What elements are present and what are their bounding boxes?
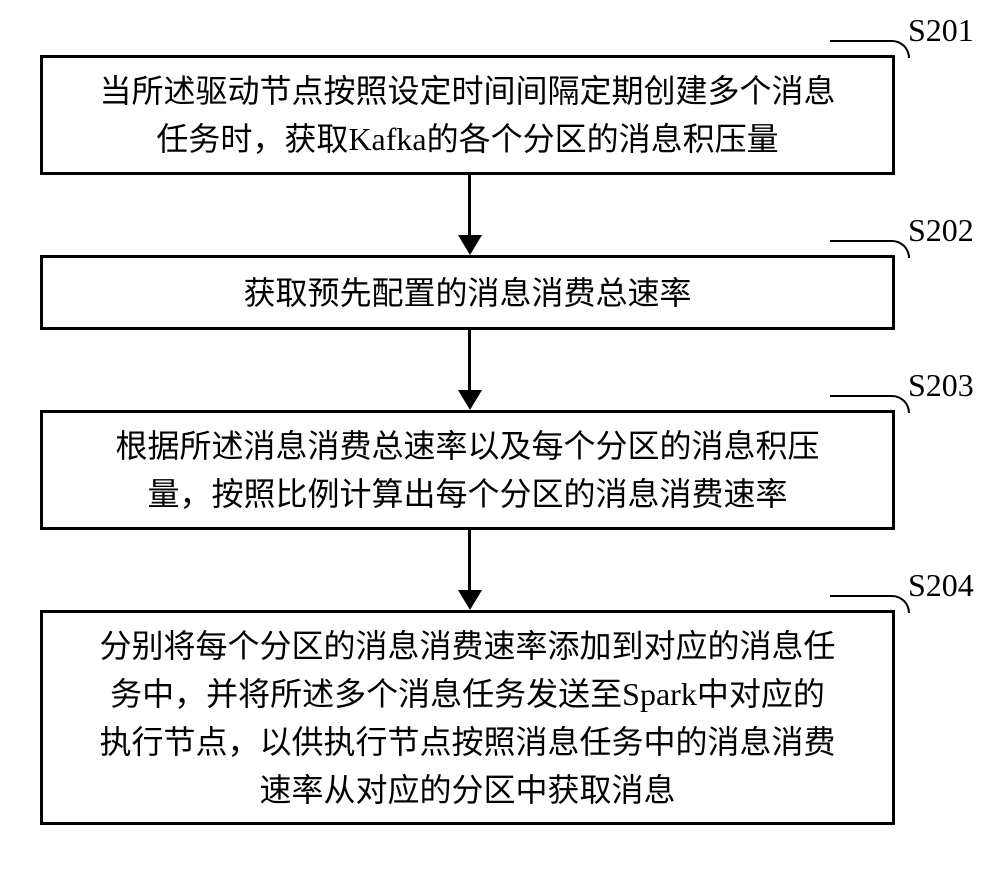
arrow-line	[468, 530, 471, 590]
leader-s201	[830, 40, 910, 58]
step-label-s202: S202	[908, 212, 974, 249]
step-box-s203: 根据所述消息消费总速率以及每个分区的消息积压量，按照比例计算出每个分区的消息消费…	[40, 410, 895, 530]
step-box-s201: 当所述驱动节点按照设定时间间隔定期创建多个消息任务时，获取Kafka的各个分区的…	[40, 55, 895, 175]
arrow-head	[458, 590, 482, 610]
arrow-head	[458, 390, 482, 410]
step-text: 获取预先配置的消息消费总速率	[243, 269, 691, 317]
leader-s204	[830, 595, 910, 613]
arrow-head	[458, 235, 482, 255]
leader-s202	[830, 240, 910, 258]
step-box-s204: 分别将每个分区的消息消费速率添加到对应的消息任务中，并将所述多个消息任务发送至S…	[40, 610, 895, 825]
arrow-line	[468, 330, 471, 390]
leader-s203	[830, 395, 910, 413]
step-label-s201: S201	[908, 12, 974, 49]
step-box-s202: 获取预先配置的消息消费总速率	[40, 255, 895, 330]
step-text: 当所述驱动节点按照设定时间间隔定期创建多个消息任务时，获取Kafka的各个分区的…	[99, 67, 835, 163]
step-text: 根据所述消息消费总速率以及每个分区的消息积压量，按照比例计算出每个分区的消息消费…	[115, 422, 819, 518]
step-label-s203: S203	[908, 367, 974, 404]
flowchart-canvas: 当所述驱动节点按照设定时间间隔定期创建多个消息任务时，获取Kafka的各个分区的…	[0, 0, 1000, 874]
step-label-s204: S204	[908, 567, 974, 604]
arrow-line	[468, 175, 471, 235]
step-text: 分别将每个分区的消息消费速率添加到对应的消息任务中，并将所述多个消息任务发送至S…	[99, 622, 835, 814]
